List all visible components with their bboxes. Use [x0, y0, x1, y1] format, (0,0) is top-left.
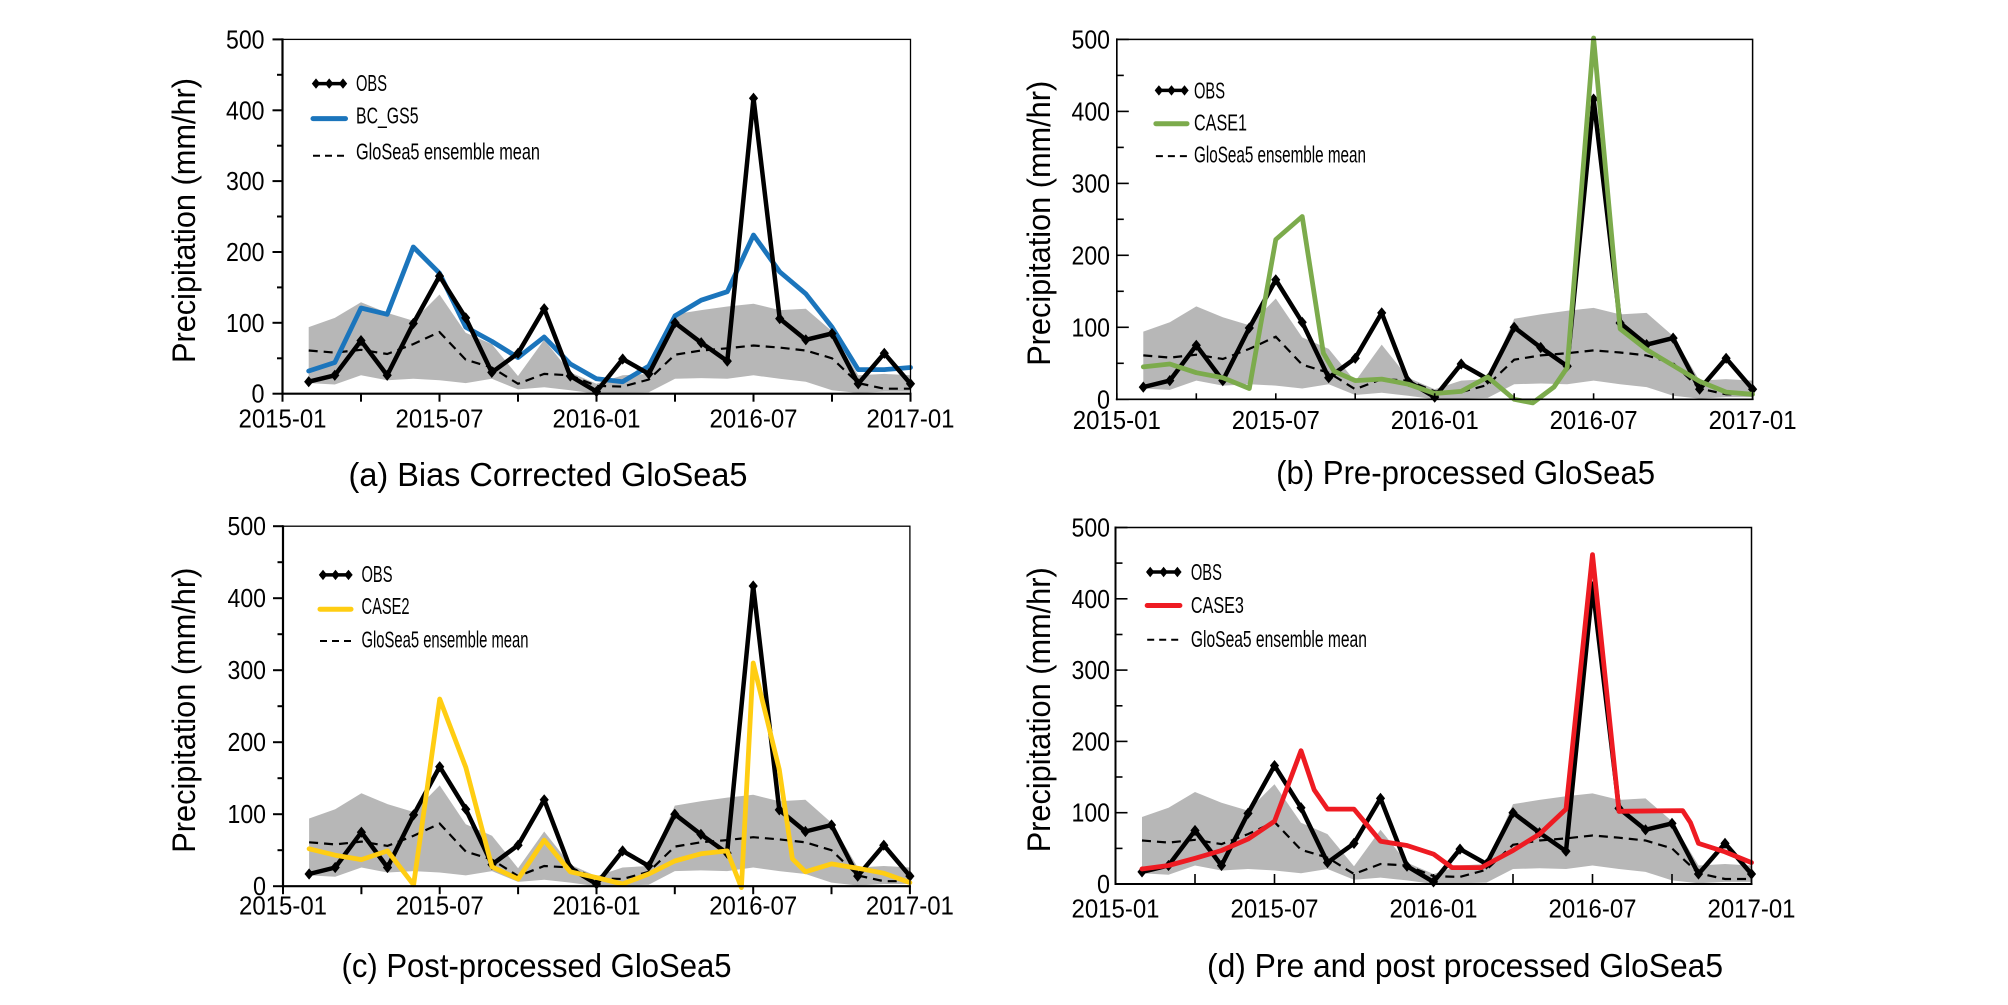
svg-text:GloSea5 ensemble mean: GloSea5 ensemble mean	[1191, 626, 1367, 652]
svg-text:2017-01: 2017-01	[1709, 405, 1797, 435]
svg-text:BC_GS5: BC_GS5	[356, 102, 419, 128]
svg-text:400: 400	[228, 583, 267, 613]
svg-text:CASE3: CASE3	[1191, 592, 1244, 618]
svg-text:CASE2: CASE2	[362, 593, 410, 619]
svg-text:GloSea5 ensemble mean: GloSea5 ensemble mean	[356, 139, 540, 165]
svg-text:300: 300	[1072, 168, 1111, 198]
svg-text:2016-07: 2016-07	[1549, 894, 1637, 924]
svg-text:OBS: OBS	[1191, 559, 1222, 585]
svg-text:200: 200	[228, 727, 267, 757]
svg-text:CASE1: CASE1	[1194, 110, 1247, 136]
svg-text:2015-01: 2015-01	[239, 404, 327, 434]
svg-text:2015-01: 2015-01	[239, 891, 327, 921]
svg-text:(c) Post-processed GloSea5: (c) Post-processed GloSea5	[342, 947, 732, 984]
svg-text:0: 0	[252, 379, 265, 409]
svg-text:Precipitation (mm/hr): Precipitation (mm/hr)	[1021, 567, 1057, 852]
svg-text:200: 200	[226, 237, 265, 267]
svg-text:2016-07: 2016-07	[709, 891, 797, 921]
svg-text:100: 100	[228, 799, 267, 829]
svg-text:2016-01: 2016-01	[553, 404, 641, 434]
svg-text:(d) Pre and post processed Glo: (d) Pre and post processed GloSea5	[1207, 947, 1723, 984]
svg-text:2016-07: 2016-07	[1550, 405, 1638, 435]
svg-text:500: 500	[226, 24, 265, 54]
svg-text:GloSea5 ensemble mean: GloSea5 ensemble mean	[1194, 142, 1366, 168]
svg-text:100: 100	[226, 308, 265, 338]
svg-text:GloSea5 ensemble mean: GloSea5 ensemble mean	[362, 627, 529, 653]
svg-text:400: 400	[226, 95, 265, 125]
svg-text:OBS: OBS	[1194, 78, 1225, 104]
svg-text:2017-01: 2017-01	[866, 891, 954, 921]
svg-text:Precipitation (mm/hr): Precipitation (mm/hr)	[166, 568, 202, 853]
svg-text:200: 200	[1072, 726, 1111, 756]
svg-text:0: 0	[1097, 869, 1110, 899]
svg-text:2016-01: 2016-01	[1390, 894, 1478, 924]
svg-text:2015-07: 2015-07	[1232, 405, 1320, 435]
svg-text:2015-01: 2015-01	[1073, 405, 1161, 435]
svg-text:Precipitation (mm/hr): Precipitation (mm/hr)	[1021, 81, 1057, 366]
svg-text:300: 300	[228, 655, 267, 685]
svg-text:500: 500	[1072, 24, 1111, 54]
svg-text:100: 100	[1072, 312, 1111, 342]
svg-text:OBS: OBS	[356, 70, 387, 96]
svg-text:2017-01: 2017-01	[867, 404, 955, 434]
svg-text:0: 0	[253, 871, 266, 901]
svg-text:(a) Bias Corrected GloSea5: (a) Bias Corrected GloSea5	[349, 456, 748, 493]
svg-text:2015-07: 2015-07	[396, 404, 484, 434]
svg-text:400: 400	[1072, 584, 1111, 614]
svg-text:0: 0	[1097, 384, 1110, 414]
svg-text:500: 500	[228, 511, 267, 541]
svg-text:Precipitation (mm/hr): Precipitation (mm/hr)	[166, 78, 202, 363]
svg-text:400: 400	[1072, 96, 1111, 126]
svg-text:100: 100	[1072, 798, 1111, 828]
svg-text:2016-07: 2016-07	[710, 404, 798, 434]
svg-text:300: 300	[1072, 655, 1111, 685]
svg-text:(b) Pre-processed GloSea5: (b) Pre-processed GloSea5	[1276, 454, 1655, 491]
svg-text:2015-07: 2015-07	[396, 891, 484, 921]
svg-text:2016-01: 2016-01	[553, 891, 641, 921]
svg-text:2015-01: 2015-01	[1072, 894, 1160, 924]
svg-text:200: 200	[1072, 240, 1111, 270]
svg-text:2015-07: 2015-07	[1231, 894, 1319, 924]
svg-text:OBS: OBS	[362, 561, 393, 587]
svg-text:2016-01: 2016-01	[1391, 405, 1479, 435]
svg-text:500: 500	[1072, 513, 1111, 543]
svg-text:2017-01: 2017-01	[1708, 894, 1796, 924]
svg-text:300: 300	[226, 166, 265, 196]
